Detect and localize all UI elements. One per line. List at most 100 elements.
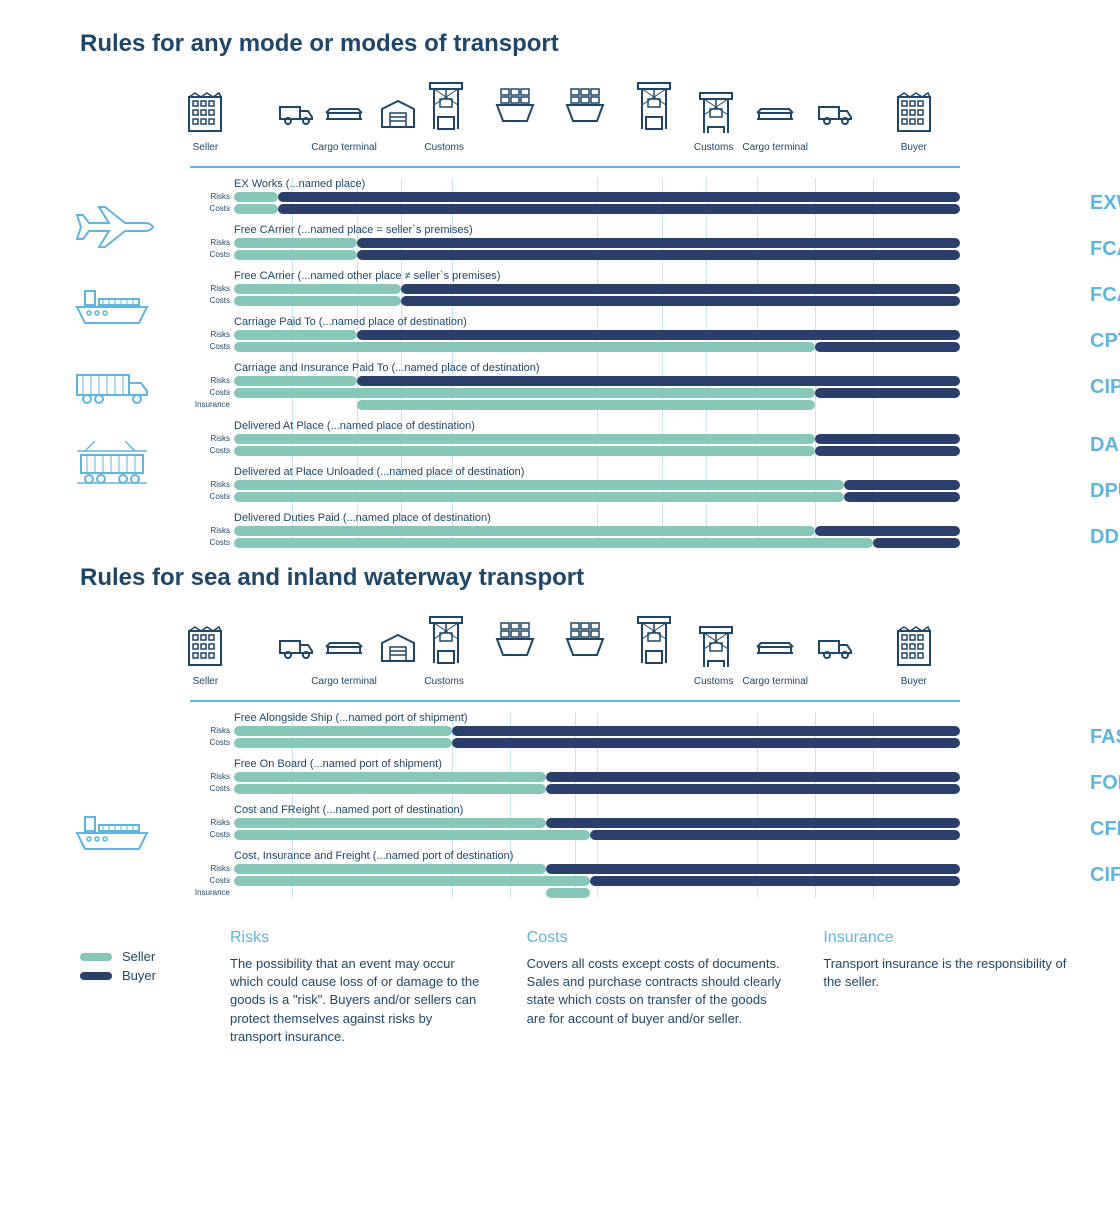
legend-col-text: The possibility that an event may occur …: [230, 955, 487, 1046]
incoterm-title: Free Alongside Ship (...named port of sh…: [190, 712, 1080, 724]
incoterm-code: CFR: [1090, 818, 1120, 841]
incoterm-row: Delivered at Place Unloaded (...named pl…: [190, 466, 1080, 502]
header-label: Customs: [409, 142, 479, 153]
bar-segment-buyer: [546, 818, 960, 828]
bar-segment-buyer: [278, 204, 960, 214]
cargo-terminal-icon: [755, 91, 795, 138]
bar-segment-seller: [234, 446, 815, 456]
legend-col-text: Transport insurance is the responsibilit…: [823, 955, 1080, 991]
bar-label: Risks: [190, 238, 230, 248]
incoterm-row: Free CArrier (...named place = seller`s …: [190, 224, 1080, 260]
train-icon: [40, 432, 190, 492]
bar-segment-seller: [234, 296, 401, 306]
bar-label: Risks: [190, 726, 230, 736]
incoterm-title: Cost and FReight (...named port of desti…: [190, 804, 1080, 816]
airplane-icon: [40, 198, 190, 258]
bar-segment-buyer: [815, 526, 960, 536]
bar-segment-seller: [357, 400, 814, 410]
bar-segment-seller: [234, 876, 590, 886]
bar-segment-seller: [546, 888, 590, 898]
incoterm-title: Carriage and Insurance Paid To (...named…: [190, 362, 1080, 374]
bar-track: [234, 400, 960, 410]
bar-segment-seller: [234, 330, 357, 340]
incoterm-row: Carriage Paid To (...named place of dest…: [190, 316, 1080, 352]
bar-segment-seller: [234, 830, 590, 840]
bar-label: Risks: [190, 772, 230, 782]
bar-track: [234, 342, 960, 352]
transport-mode-icons: [40, 602, 190, 904]
bar-segment-seller: [234, 864, 546, 874]
bar-segment-seller: [234, 238, 357, 248]
incoterm-code: DPU: [1090, 480, 1120, 503]
customs-crane-icon: [424, 81, 468, 138]
bar-segment-seller: [234, 192, 278, 202]
incoterm-title: Free CArrier (...named other place ≠ sel…: [190, 270, 1080, 282]
bar-segment-buyer: [357, 238, 960, 248]
ship-stack-icon: [493, 615, 537, 672]
legend-col-title: Insurance: [823, 929, 1080, 947]
bar-label: Costs: [190, 492, 230, 502]
incoterm-title: Free On Board (...named port of shipment…: [190, 758, 1080, 770]
bar-label: Costs: [190, 830, 230, 840]
incoterm-title: Delivered at Place Unloaded (...named pl…: [190, 466, 1080, 478]
legend-col-title: Costs: [527, 929, 784, 947]
header-label: Cargo terminal: [309, 142, 379, 153]
incoterm-row: Free On Board (...named port of shipment…: [190, 758, 1080, 794]
incoterm-title: EX Works (...named place): [190, 178, 1080, 190]
bar-segment-buyer: [844, 492, 960, 502]
buyer-building-icon: [894, 91, 934, 138]
legend-col-title: Risks: [230, 929, 487, 947]
header-label: Customs: [409, 676, 479, 687]
cargo-terminal-icon: [324, 91, 364, 138]
incoterm-row: Cost and FReight (...named port of desti…: [190, 804, 1080, 840]
bar-label: Risks: [190, 526, 230, 536]
bar-track: [234, 434, 960, 444]
ship-stack-icon: [563, 615, 607, 672]
bar-segment-buyer: [278, 192, 960, 202]
bar-track: [234, 204, 960, 214]
bar-track: [234, 864, 960, 874]
incoterm-title: Cost, Insurance and Freight (...named po…: [190, 850, 1080, 862]
warehouse-icon: [378, 91, 418, 138]
bar-track: [234, 388, 960, 398]
bar-track: [234, 250, 960, 260]
bar-segment-seller: [234, 492, 844, 502]
bar-label: Risks: [190, 480, 230, 490]
bar-segment-seller: [234, 738, 452, 748]
incoterm-title: Delivered Duties Paid (...named place of…: [190, 512, 1080, 524]
crane-icon: [632, 81, 676, 138]
bar-segment-seller: [234, 434, 815, 444]
bar-segment-seller: [234, 726, 452, 736]
incoterm-title: Free CArrier (...named place = seller`s …: [190, 224, 1080, 236]
cargo-terminal-icon: [755, 625, 795, 672]
bar-label: Costs: [190, 876, 230, 886]
header-label: Customs: [679, 676, 749, 687]
bar-label: Insurance: [190, 400, 230, 410]
bar-segment-seller: [234, 526, 815, 536]
section-title: Rules for any mode or modes of transport: [80, 30, 1080, 58]
ship-icon: [40, 802, 190, 862]
bar-segment-seller: [234, 772, 546, 782]
bar-segment-buyer: [401, 296, 960, 306]
bar-segment-seller: [234, 480, 844, 490]
incoterm-row: Free CArrier (...named other place ≠ sel…: [190, 270, 1080, 306]
bar-label: Costs: [190, 738, 230, 748]
bar-segment-buyer: [590, 876, 960, 886]
bar-track: [234, 284, 960, 294]
seller-building-icon: [185, 91, 225, 138]
bar-segment-seller: [234, 818, 546, 828]
truck-icon: [817, 625, 857, 672]
incoterm-row: Delivered At Place (...named place of de…: [190, 420, 1080, 456]
bar-segment-buyer: [401, 284, 960, 294]
bar-label: Costs: [190, 388, 230, 398]
buyer-building-icon: [894, 625, 934, 672]
incoterm-title: Delivered At Place (...named place of de…: [190, 420, 1080, 432]
supply-chain-header: SellerCargo terminalCustomsCustomsCargo …: [190, 602, 960, 702]
bar-label: Insurance: [190, 888, 230, 898]
bar-track: [234, 830, 960, 840]
ship-stack-icon: [493, 81, 537, 138]
bar-label: Risks: [190, 284, 230, 294]
bar-track: [234, 446, 960, 456]
bar-label: Costs: [190, 250, 230, 260]
bar-track: [234, 192, 960, 202]
